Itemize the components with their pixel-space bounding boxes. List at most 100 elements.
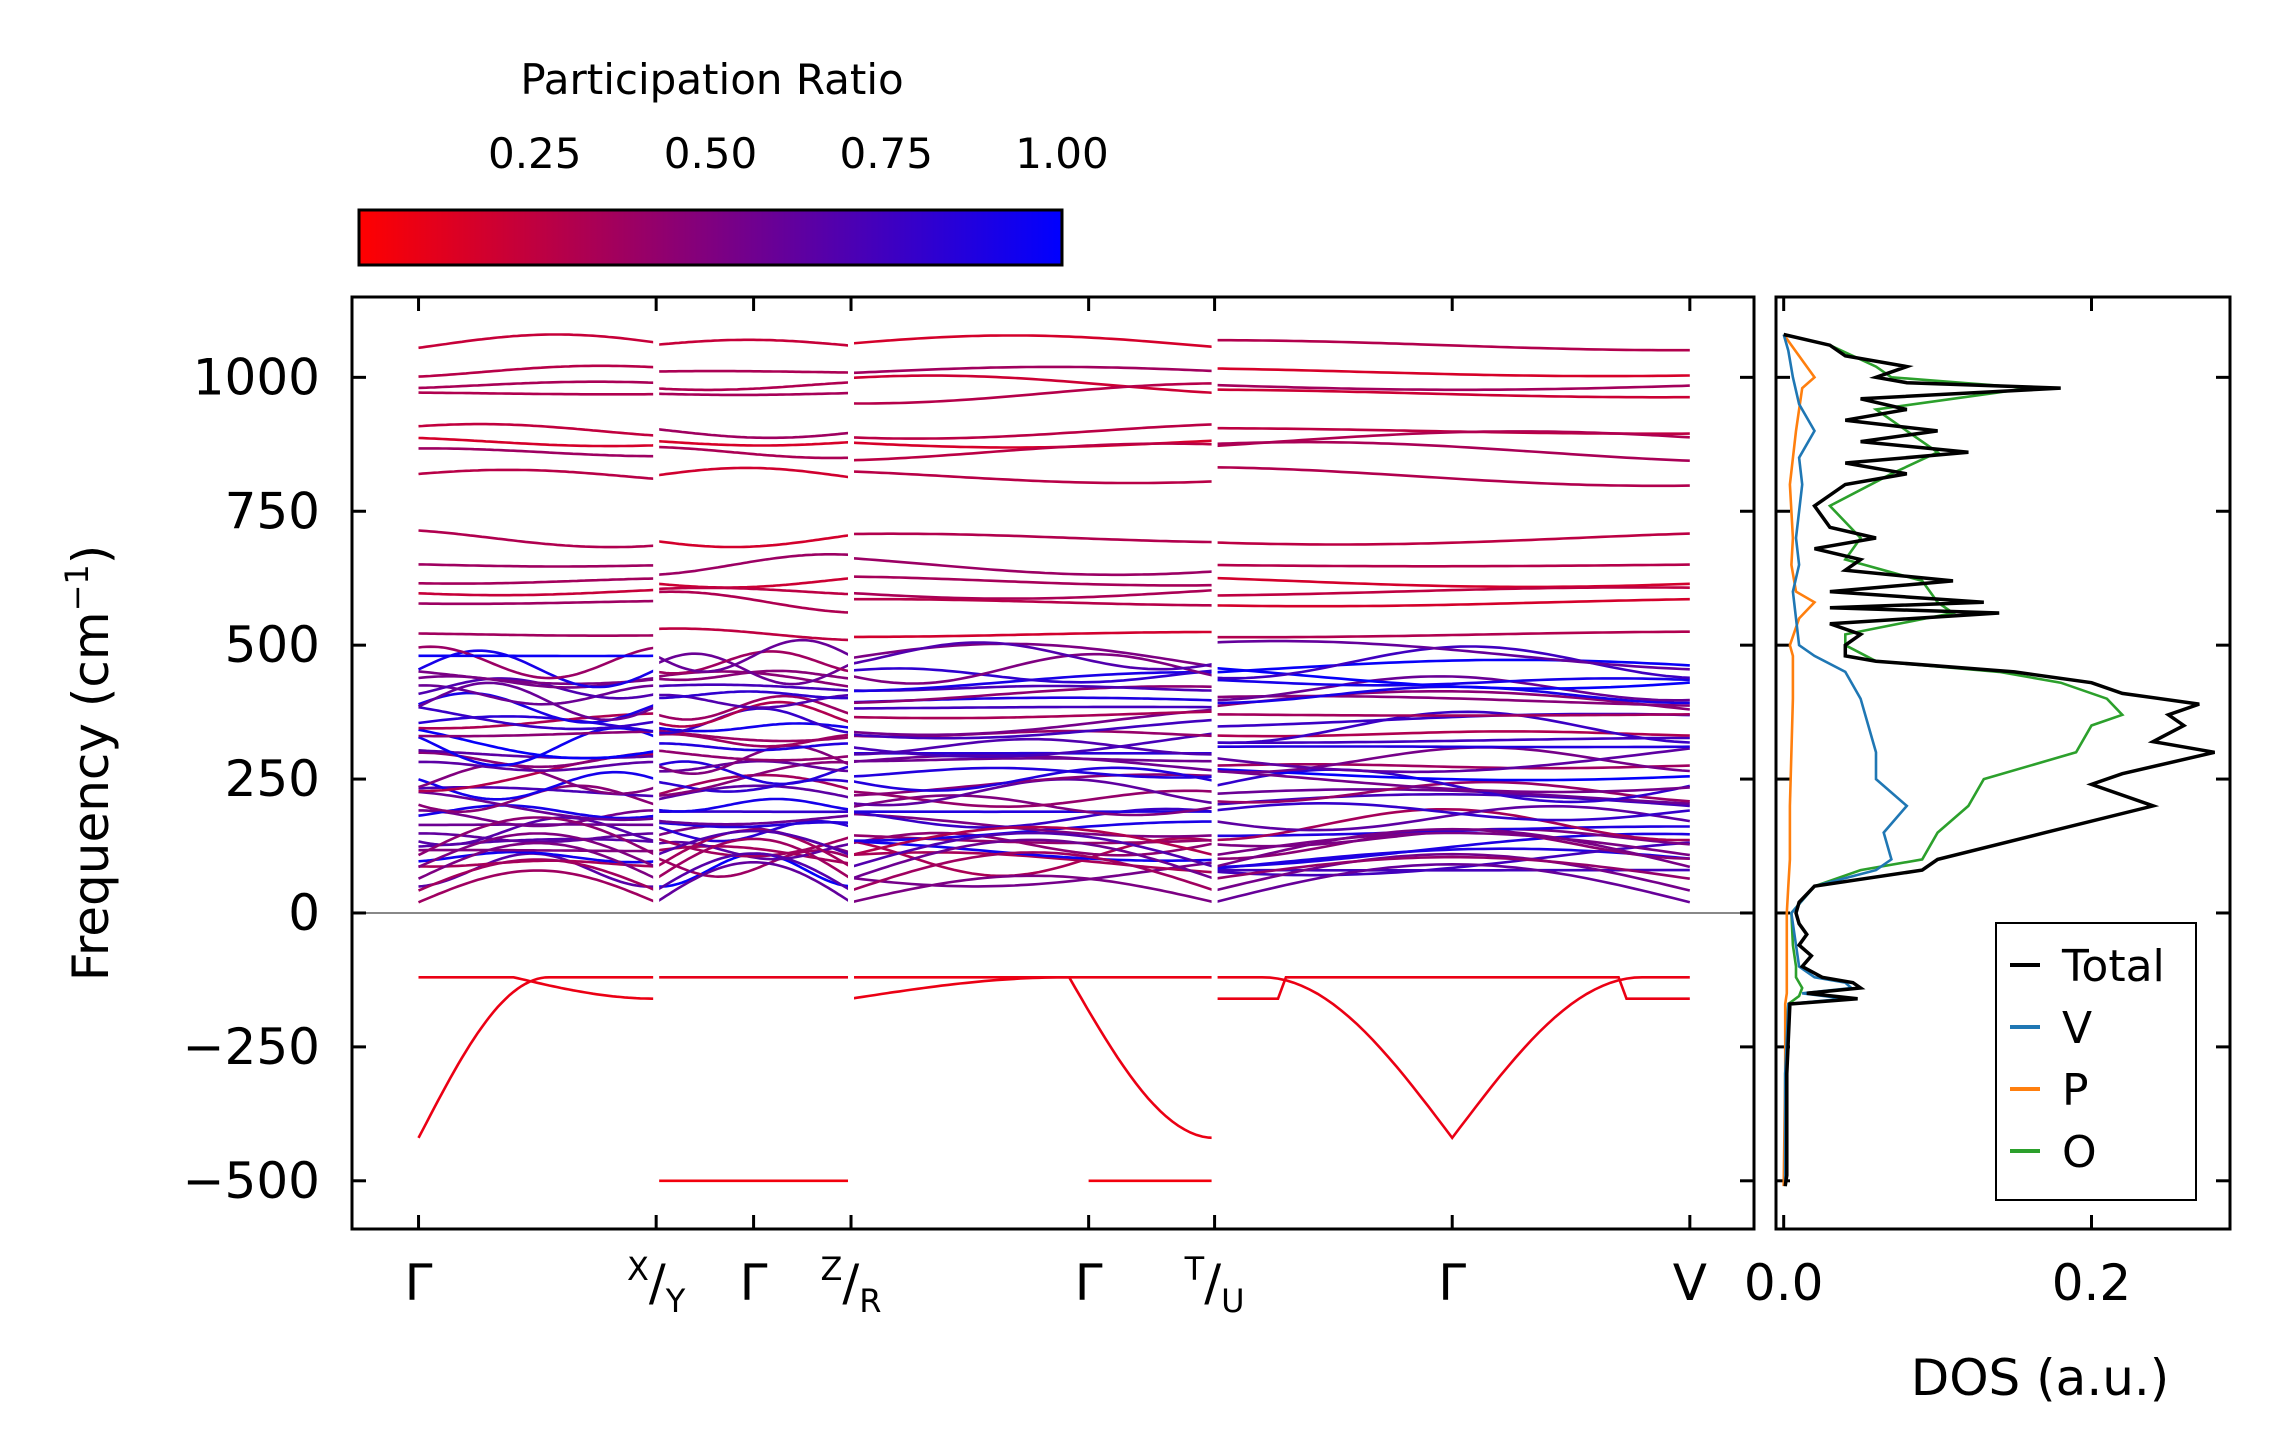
- k-label-slash: /: [1204, 1254, 1221, 1312]
- optical-band: [1214, 769, 1690, 794]
- optical-band: [418, 790, 657, 822]
- high-band: [1214, 586, 1690, 597]
- high-band: [418, 563, 657, 568]
- low-band: [417, 816, 657, 857]
- high-band: [418, 588, 657, 597]
- optical-band: [656, 814, 852, 826]
- high-band: [656, 439, 852, 447]
- optical-band: [1214, 802, 1690, 822]
- high-band: [418, 447, 657, 458]
- optical-band: [850, 766, 1215, 779]
- optical-band: [656, 797, 852, 813]
- colorbar-tick-label: 0.50: [664, 129, 758, 178]
- optical-band: [418, 645, 657, 680]
- high-band: [418, 380, 657, 390]
- high-band: [656, 590, 852, 614]
- low-band: [655, 837, 852, 880]
- optical-band: [655, 652, 852, 686]
- k-point-label: Γ: [405, 1254, 433, 1312]
- k-point-label: Γ: [1075, 1254, 1103, 1312]
- high-band: [656, 466, 852, 479]
- soft-mode-branch: [417, 976, 657, 1139]
- high-band: [1214, 338, 1690, 352]
- optical-band: [655, 760, 852, 786]
- optical-band: [850, 766, 1215, 792]
- soft-mode-branch: [851, 976, 1215, 1140]
- y-tick-label: −250: [183, 1018, 320, 1076]
- low-band: [655, 852, 852, 892]
- high-band: [850, 334, 1215, 349]
- optical-band: [655, 700, 852, 728]
- high-band: [850, 470, 1215, 485]
- colorbar-tick-label: 0.25: [488, 129, 582, 178]
- k-point-label: T/U: [1184, 1250, 1245, 1320]
- high-band: [418, 333, 657, 350]
- optical-band: [850, 652, 1215, 685]
- optical-band: [656, 749, 852, 762]
- high-band: [850, 532, 1215, 544]
- high-band: [850, 556, 1215, 577]
- low-band: [1214, 827, 1691, 869]
- soft-mode-branch: [850, 976, 1215, 1000]
- low-band: [850, 831, 1215, 869]
- legend-label-O: O: [2062, 1127, 2097, 1178]
- k-point-label: Γ: [1438, 1254, 1466, 1312]
- colorbar-tick-label: 0.75: [839, 129, 933, 178]
- low-band: [655, 861, 852, 904]
- dos-axis: 0.0 0.2: [1744, 297, 2131, 1312]
- low-band: [850, 851, 1216, 892]
- optical-band: [1214, 747, 1690, 774]
- low-band: [1214, 862, 1691, 904]
- legend-label-Total: Total: [2061, 941, 2165, 992]
- high-band: [418, 364, 657, 378]
- high-band: [418, 577, 657, 585]
- low-band: [1214, 831, 1690, 857]
- optical-band: [1214, 767, 1690, 782]
- high-band: [418, 436, 657, 448]
- optical-band: [1214, 746, 1690, 774]
- high-band: [1214, 563, 1690, 568]
- optical-band: [655, 638, 852, 673]
- low-band: [850, 874, 1215, 904]
- k-label-slash: /: [842, 1254, 859, 1312]
- optical-band: [418, 809, 657, 828]
- dos-x-tick-label: 0.2: [2052, 1254, 2132, 1312]
- high-band: [656, 338, 852, 347]
- high-band: [656, 381, 852, 392]
- y-tick-label: −500: [183, 1152, 320, 1210]
- optical-band: [1214, 694, 1690, 707]
- high-band: [850, 423, 1215, 440]
- dos-series-O: [1783, 333, 2125, 1187]
- low-band: [417, 869, 657, 904]
- optical-band: [656, 707, 852, 735]
- optical-band: [1214, 713, 1690, 717]
- dos-series-P: [1782, 333, 1817, 1187]
- optical-band: [1214, 763, 1690, 770]
- y-label-close: ): [62, 545, 120, 565]
- optical-band: [1214, 804, 1691, 832]
- low-band: [655, 829, 852, 857]
- optical-band: [656, 759, 852, 773]
- optical-band: [850, 718, 1215, 740]
- high-band: [418, 529, 657, 549]
- colorbar-gradient: [357, 208, 1064, 267]
- soft-mode-branch: [1214, 976, 1690, 1141]
- optical-band: [1214, 658, 1690, 674]
- segment-gap: [1211, 337, 1218, 1209]
- high-band: [656, 627, 852, 642]
- high-band: [851, 597, 1215, 607]
- y-tick-label: 1000: [193, 348, 320, 406]
- low-band: [417, 832, 657, 869]
- y-tick-label: 250: [225, 750, 320, 808]
- low-band: [1214, 855, 1690, 880]
- optical-band: [418, 760, 657, 772]
- high-band: [418, 468, 657, 481]
- optical-band: [655, 784, 852, 801]
- high-band: [656, 427, 852, 440]
- phonon-bands: [417, 333, 1691, 1209]
- high-band: [850, 442, 1215, 462]
- k-label-sub: Y: [665, 1282, 686, 1320]
- optical-band: [1214, 780, 1690, 804]
- legend-label-P: P: [2062, 1065, 2089, 1116]
